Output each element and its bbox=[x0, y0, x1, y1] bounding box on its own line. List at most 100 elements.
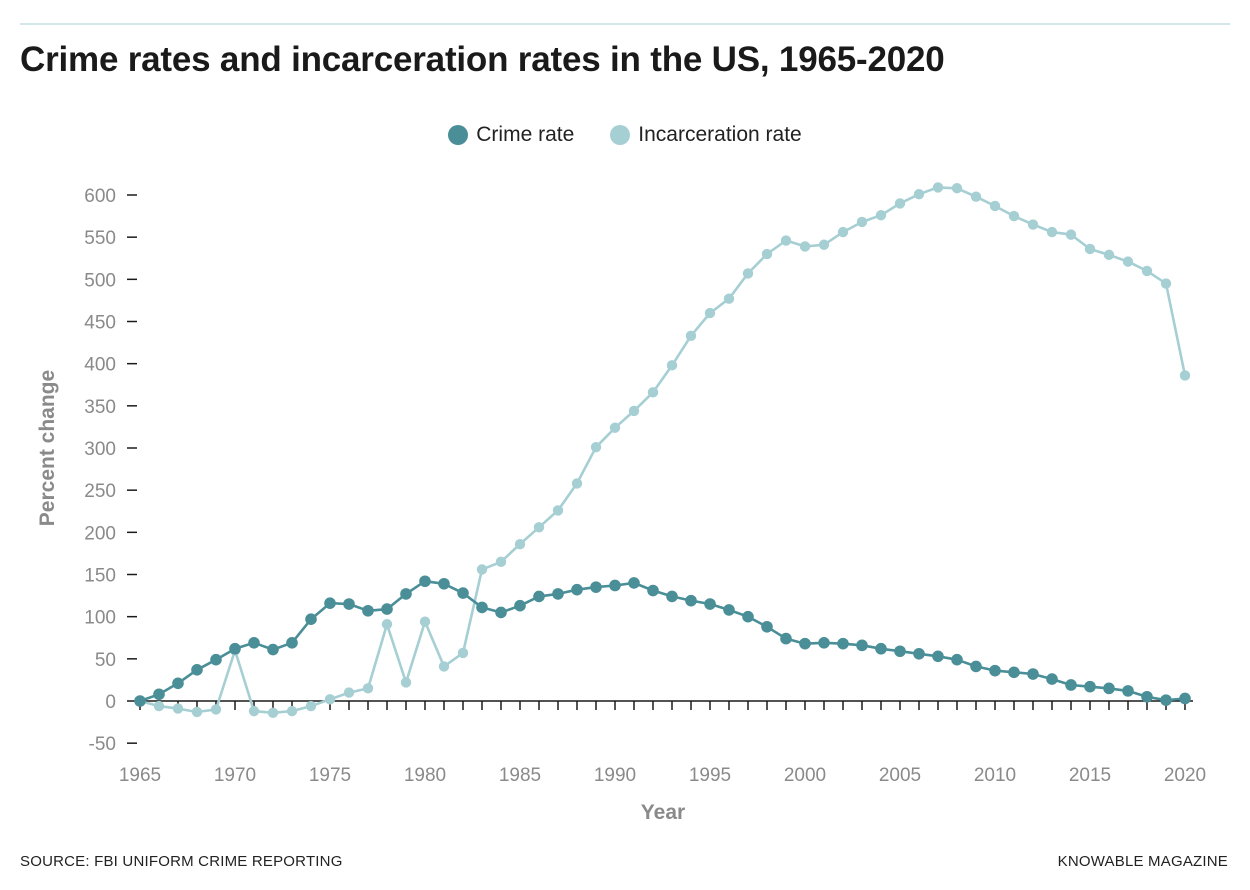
data-point-incarceration-rate bbox=[647, 387, 659, 398]
data-point-crime-rate bbox=[457, 587, 469, 599]
data-point-incarceration-rate bbox=[799, 241, 811, 252]
data-point-incarceration-rate bbox=[324, 694, 336, 705]
data-point-incarceration-rate bbox=[495, 556, 507, 568]
chart-legend: Crime rate Incarceration rate bbox=[0, 123, 1250, 147]
x-axis-ticks: 1965 1970 1975 1980 1985 1990 1995 2000 2005 2010… bbox=[119, 700, 1206, 786]
data-point-crime-rate bbox=[191, 663, 203, 676]
data-point-crime-rate bbox=[286, 637, 298, 649]
data-point-crime-rate bbox=[951, 653, 963, 666]
source-note: SOURCE: FBI UNIFORM CRIME REPORTING bbox=[20, 853, 343, 870]
x-tick-label: 2010 bbox=[974, 765, 1016, 786]
y-tick-label: 300 bbox=[84, 439, 116, 460]
data-point-incarceration-rate bbox=[856, 216, 868, 228]
data-point-incarceration-rate bbox=[153, 700, 165, 712]
x-tick-label: 1980 bbox=[404, 765, 446, 786]
data-point-crime-rate bbox=[1065, 679, 1077, 691]
legend-swatch-crime-rate bbox=[448, 125, 469, 145]
page-title: Crime rates and incarceration rates in t… bbox=[20, 40, 945, 79]
data-point-crime-rate bbox=[381, 603, 393, 615]
data-point-incarceration-rate bbox=[951, 183, 963, 194]
data-point-incarceration-rate bbox=[1122, 256, 1134, 267]
data-point-crime-rate bbox=[989, 664, 1001, 677]
data-point-incarceration-rate bbox=[1065, 229, 1077, 240]
data-point-crime-rate bbox=[647, 584, 659, 597]
legend-item-incarceration-rate: Incarceration rate bbox=[610, 123, 802, 147]
data-point-incarceration-rate bbox=[362, 683, 374, 694]
x-tick-label: 1985 bbox=[499, 765, 541, 786]
data-point-incarceration-rate bbox=[1008, 210, 1020, 222]
data-point-incarceration-rate bbox=[343, 687, 355, 698]
data-point-crime-rate bbox=[837, 637, 849, 650]
data-point-crime-rate bbox=[419, 575, 431, 588]
data-point-crime-rate bbox=[894, 645, 906, 658]
data-point-crime-rate bbox=[609, 579, 621, 592]
data-point-crime-rate bbox=[742, 610, 754, 623]
data-point-incarceration-rate bbox=[305, 700, 317, 712]
y-tick-label: 600 bbox=[84, 186, 116, 207]
data-point-crime-rate bbox=[476, 601, 488, 614]
data-point-crime-rate bbox=[1084, 680, 1096, 693]
data-point-incarceration-rate bbox=[628, 405, 640, 417]
data-point-crime-rate bbox=[362, 604, 374, 617]
data-point-incarceration-rate bbox=[571, 478, 583, 489]
data-point-crime-rate bbox=[1160, 694, 1172, 706]
data-point-incarceration-rate bbox=[989, 200, 1001, 212]
data-point-incarceration-rate bbox=[932, 182, 944, 193]
y-tick-label: -50 bbox=[89, 734, 116, 755]
series-incarceration-rate bbox=[134, 182, 1191, 719]
data-point-crime-rate bbox=[628, 577, 640, 589]
data-point-incarceration-rate bbox=[438, 661, 450, 672]
y-tick-label: 200 bbox=[84, 523, 116, 544]
data-point-incarceration-rate bbox=[913, 188, 925, 200]
data-point-crime-rate bbox=[856, 639, 868, 652]
x-tick-label: 2005 bbox=[879, 765, 921, 786]
y-tick-label: 450 bbox=[84, 313, 116, 334]
y-tick-label: 0 bbox=[105, 692, 116, 713]
data-point-incarceration-rate bbox=[780, 235, 792, 246]
data-point-crime-rate bbox=[1008, 666, 1020, 679]
y-tick-label: 50 bbox=[95, 650, 116, 671]
x-tick-label: 2000 bbox=[784, 765, 826, 786]
data-point-incarceration-rate bbox=[172, 703, 184, 714]
data-point-crime-rate bbox=[495, 606, 507, 619]
data-point-crime-rate bbox=[514, 599, 526, 612]
data-point-incarceration-rate bbox=[286, 705, 298, 717]
data-point-crime-rate bbox=[1122, 685, 1134, 697]
data-point-crime-rate bbox=[1141, 690, 1153, 703]
data-point-crime-rate bbox=[913, 647, 925, 660]
data-point-incarceration-rate bbox=[970, 191, 982, 202]
data-point-crime-rate bbox=[248, 637, 260, 649]
data-point-crime-rate bbox=[1046, 673, 1058, 685]
data-point-crime-rate bbox=[704, 598, 716, 610]
y-axis-ticks: -50 0 50 100 150 200 250 300 350 400 450 500 550 600 bbox=[84, 186, 137, 755]
x-tick-label: 1970 bbox=[214, 765, 256, 786]
data-point-incarceration-rate bbox=[818, 239, 830, 250]
data-point-crime-rate bbox=[970, 660, 982, 673]
x-tick-label: 2020 bbox=[1164, 765, 1206, 786]
data-point-incarceration-rate bbox=[210, 704, 222, 715]
y-axis-title: Percent change bbox=[36, 370, 59, 526]
data-point-incarceration-rate bbox=[191, 706, 203, 718]
data-point-crime-rate bbox=[932, 650, 944, 663]
x-axis-title: Year bbox=[641, 801, 685, 824]
data-point-crime-rate bbox=[780, 632, 792, 645]
x-tick-label: 1995 bbox=[689, 765, 731, 786]
data-point-incarceration-rate bbox=[761, 248, 773, 260]
data-point-incarceration-rate bbox=[1027, 219, 1039, 230]
data-point-incarceration-rate bbox=[267, 707, 279, 719]
data-point-crime-rate bbox=[153, 688, 165, 701]
y-tick-label: 350 bbox=[84, 397, 116, 418]
data-point-incarceration-rate bbox=[514, 538, 526, 550]
data-point-crime-rate bbox=[1027, 668, 1039, 680]
data-point-crime-rate bbox=[552, 588, 564, 600]
data-point-incarceration-rate bbox=[609, 422, 621, 433]
data-point-incarceration-rate bbox=[1103, 249, 1115, 261]
data-point-incarceration-rate bbox=[704, 307, 716, 319]
data-point-incarceration-rate bbox=[666, 360, 678, 371]
top-rule bbox=[20, 23, 1230, 25]
data-point-incarceration-rate bbox=[248, 705, 260, 717]
legend-item-crime-rate: Crime rate bbox=[448, 123, 574, 147]
data-point-crime-rate bbox=[324, 597, 336, 609]
data-point-crime-rate bbox=[305, 613, 317, 625]
data-point-crime-rate bbox=[438, 577, 450, 590]
